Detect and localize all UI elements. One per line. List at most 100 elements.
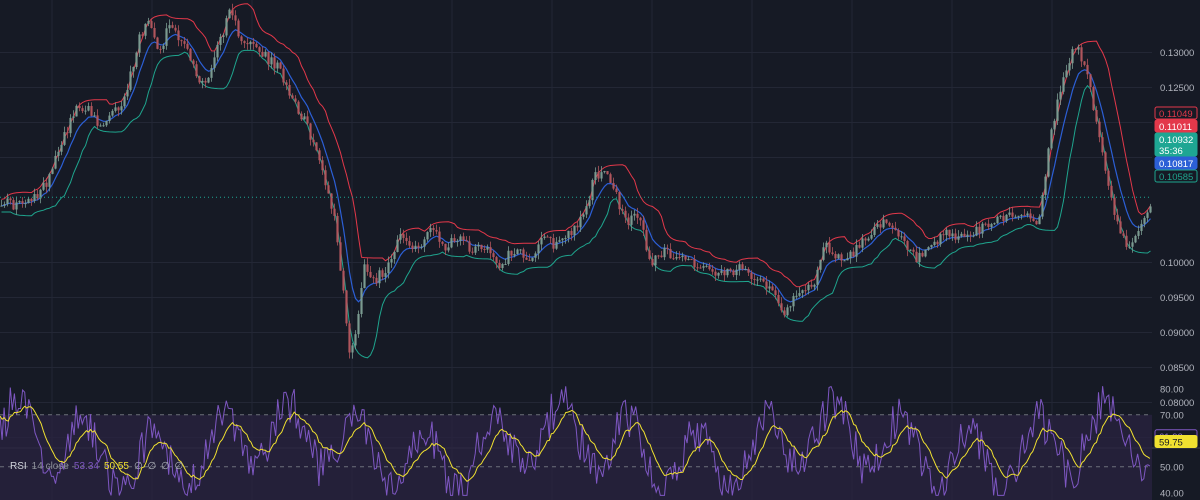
candle-body (366, 264, 369, 272)
candle-body (1029, 213, 1032, 219)
candle-body (957, 236, 960, 240)
candle-body (810, 284, 813, 287)
candle-body (483, 249, 486, 251)
candle-body (315, 142, 318, 151)
candle-body (141, 34, 144, 36)
candle-body (900, 236, 903, 238)
candle-body (246, 43, 249, 45)
candle-body (351, 345, 354, 353)
candle-body (495, 257, 498, 264)
candle-body (633, 213, 636, 216)
candle-body (138, 34, 141, 53)
candle-body (822, 247, 825, 260)
candle-body (243, 41, 246, 44)
candle-body (1038, 216, 1041, 225)
candle-body (195, 64, 198, 77)
candle-body (1008, 212, 1011, 215)
candle-body (627, 217, 630, 225)
candle-body (219, 36, 222, 45)
price-tick-label: 0.12500 (1160, 83, 1194, 94)
candle-body (399, 234, 402, 240)
candle-body (249, 41, 252, 45)
candle-body (819, 259, 822, 270)
candle-body (528, 259, 531, 261)
lower-band-badge-text: 0.10585 (1159, 172, 1193, 183)
candle-body (171, 25, 174, 28)
candle-body (255, 43, 258, 48)
candle-body (798, 293, 801, 296)
candle-body (1002, 215, 1005, 221)
candle-body (6, 198, 9, 205)
candle-body (129, 71, 132, 90)
candle-body (264, 51, 267, 57)
candle-body (321, 160, 324, 171)
candle-body (1017, 215, 1020, 217)
candle-body (636, 213, 639, 218)
upper-band-badge-text: 0.11049 (1159, 109, 1193, 120)
candle-body (1047, 148, 1050, 177)
candle-body (546, 236, 549, 238)
candle-body (1011, 212, 1014, 217)
candle-body (306, 116, 309, 124)
candle-body (498, 263, 501, 269)
candle-body (276, 62, 279, 69)
candle-body (885, 219, 888, 223)
candle-body (339, 242, 342, 271)
candle-body (54, 155, 57, 169)
middle-band-badge: 0.10817 (1154, 156, 1198, 170)
rsi-axis[interactable]: 80.00 70.00 50.00 40.00 (1160, 384, 1184, 499)
candle-body (291, 95, 294, 99)
candle-body (420, 246, 423, 248)
candle-body (21, 201, 24, 204)
price-tick-label: 0.13000 (1160, 48, 1194, 59)
rsi-line (0, 385, 1151, 497)
candle-body (981, 223, 984, 234)
candle-body (435, 229, 438, 232)
candle-body (621, 209, 624, 211)
candle-body (1143, 217, 1146, 224)
candle-body (723, 270, 726, 276)
candle-body (213, 57, 216, 69)
candle-body (669, 249, 672, 259)
candle-body (156, 37, 159, 49)
middle-band-badge-text: 0.10817 (1159, 159, 1193, 170)
candle-body (654, 255, 657, 266)
price-badges: 0.110490.110110.1093235:360.108170.10585… (1154, 106, 1198, 448)
candle-body (225, 18, 228, 36)
candle-body (792, 296, 795, 307)
candle-body (648, 250, 651, 259)
rsi-ma-line (0, 405, 1151, 482)
candle-body (891, 225, 894, 228)
candle-body (465, 240, 468, 242)
candle-body (840, 254, 843, 261)
candle-body (537, 244, 540, 254)
candle-body (570, 230, 573, 236)
rsi-ma-badge-box (1154, 434, 1198, 448)
candle-body (645, 229, 648, 251)
lower-band-line (1, 49, 1151, 359)
candle-body (531, 257, 534, 261)
rsi-legend[interactable]: RSI 14 close 53.34 50.55 ∅ ∅ ∅ ∅ (10, 459, 184, 473)
candle-body (705, 265, 708, 267)
candle-body (609, 174, 612, 183)
last-price-badge-text: 0.10932 (1159, 135, 1193, 146)
candle-body (513, 254, 516, 256)
candle-body (618, 192, 621, 210)
candle-body (267, 51, 270, 65)
candle-body (540, 237, 543, 245)
candle-body (987, 223, 990, 228)
candle-body (60, 144, 63, 152)
rsi-indicator-name[interactable]: RSI (10, 460, 27, 472)
rsi-value: 53.34 (73, 460, 99, 472)
candle-body (852, 251, 855, 257)
candle-body (561, 238, 564, 241)
candle-body (579, 216, 582, 228)
candle-body (42, 182, 45, 190)
candle-body (411, 245, 414, 249)
candle-body (381, 270, 384, 277)
candle-body (432, 227, 435, 230)
candle-body (396, 239, 399, 252)
candle-body (72, 116, 75, 118)
candle-body (741, 264, 744, 270)
